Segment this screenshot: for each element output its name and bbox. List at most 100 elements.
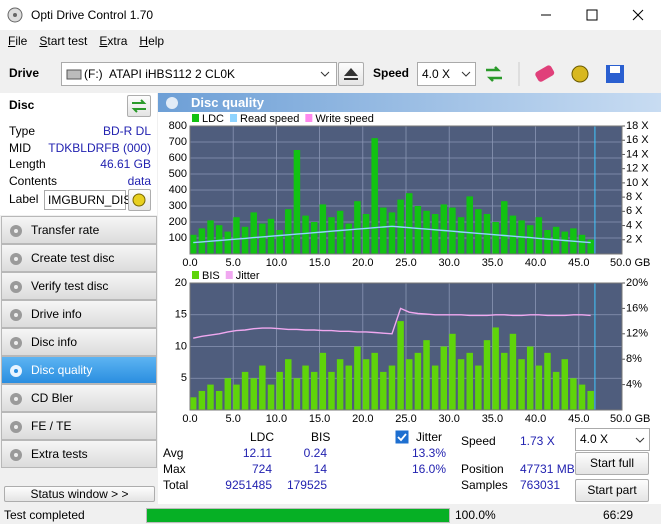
y2-tick-label: 16% [626, 302, 648, 314]
bar [190, 234, 197, 254]
menu-item[interactable]: Start test [39, 34, 88, 48]
menu-bar: File Start test Extra Help [8, 34, 176, 48]
bar [406, 193, 413, 254]
bar [492, 327, 499, 410]
bar [319, 352, 327, 410]
legend-label: LDC [202, 113, 224, 125]
bar [354, 201, 361, 254]
bar [388, 365, 396, 410]
bar [267, 384, 275, 410]
speed-label: Speed [373, 66, 410, 80]
line [193, 307, 591, 339]
y-tick-label: 200 [169, 216, 187, 228]
x-tick-label: 25.0 [395, 413, 416, 425]
bar [544, 230, 551, 254]
y-tick-label: 15 [175, 309, 187, 321]
menu-item[interactable]: Help [139, 34, 165, 48]
y2-tick-label: 20% [626, 277, 648, 289]
bar [380, 371, 387, 410]
bar [587, 390, 594, 410]
nav-button[interactable]: CD Bler [1, 384, 157, 412]
disc-key: MID [9, 140, 31, 155]
progress-label: 100.0% [455, 508, 496, 522]
window-title: Opti Drive Control 1.70 [31, 8, 154, 22]
bar [535, 217, 543, 254]
bar [198, 390, 206, 410]
legend-swatch [192, 114, 199, 122]
bar [241, 226, 249, 254]
x-tick-label: 50.0 GB [610, 257, 650, 269]
bar [302, 215, 309, 254]
progress-fill [147, 509, 449, 522]
nav-button[interactable]: Disc quality [1, 356, 157, 384]
bar [483, 340, 491, 410]
nav-button[interactable]: FE / TE [1, 412, 157, 440]
label-button[interactable] [128, 189, 151, 211]
refresh-button[interactable] [127, 95, 151, 117]
drive-select[interactable]: (F:) ATAPI iHBS112 2 CL0K [61, 62, 337, 86]
line [193, 225, 591, 244]
drive-name: ATAPI iHBS112 2 CL0K [109, 67, 236, 81]
label-field[interactable]: IMGBURN_DIS [44, 190, 131, 210]
speed-value: 1.73 X [520, 434, 555, 448]
x-tick-label: 20.0 [352, 257, 373, 269]
jitter-label: Jitter [416, 430, 443, 444]
legend-label: Read speed [240, 113, 299, 125]
nav-label: Verify test disc [31, 279, 109, 293]
bar [561, 359, 568, 410]
nav-button[interactable]: Transfer rate [1, 216, 157, 244]
bar [457, 217, 465, 254]
toolbar-icons[interactable] [482, 62, 632, 86]
bar [380, 207, 387, 254]
stats-row-label: Max [163, 462, 186, 476]
nav-button[interactable]: Create test disc [1, 244, 157, 272]
y-tick-label: 10 [175, 340, 187, 352]
menu-item[interactable]: Extra [99, 34, 128, 48]
menu-item[interactable]: File [8, 34, 28, 48]
disc-value: data [127, 173, 151, 188]
y-tick-label: 5 [181, 372, 187, 384]
eject-button[interactable] [338, 62, 364, 86]
y2-tick-label: 4 X [626, 219, 643, 231]
bar [526, 225, 534, 254]
stats-ldc: 12.11 [242, 446, 272, 460]
drive-letter: (F:) [84, 67, 103, 81]
stats-ldc: 9251485 [225, 478, 272, 492]
start-full-button[interactable]: Start full [575, 452, 649, 475]
start-part-button[interactable]: Start part [575, 479, 649, 502]
bar [345, 365, 352, 410]
nav-button[interactable]: Verify test disc [1, 272, 157, 300]
status-window-button[interactable]: Status window > > [4, 486, 155, 502]
bar [466, 196, 473, 254]
bar [431, 365, 439, 410]
speed-select[interactable]: 4.0 X [417, 62, 476, 86]
panel-title: Disc quality [191, 95, 264, 110]
nav-button[interactable]: Drive info [1, 300, 157, 328]
nav-button[interactable]: Extra tests [1, 440, 157, 468]
bar [552, 371, 560, 410]
jitter-checkbox[interactable] [395, 430, 409, 444]
x-tick-label: 30.0 [438, 413, 459, 425]
bar [362, 359, 370, 410]
disc-value: TDKBLDRFB (000) [48, 140, 151, 155]
x-tick-label: 45.0 [568, 413, 589, 425]
jitter-avg: 13.3% [412, 446, 447, 460]
x-tick-label: 5.0 [226, 257, 241, 269]
test-speed-select[interactable]: 4.0 X [575, 428, 650, 451]
x-tick-label: 35.0 [482, 257, 503, 269]
nav-label: FE / TE [31, 419, 72, 433]
x-tick-label: 35.0 [482, 413, 503, 425]
y2-tick-label: 4% [626, 379, 642, 391]
y2-tick-label: 12 X [626, 163, 649, 175]
drive-icon [66, 69, 82, 80]
nav-label: Disc info [31, 335, 78, 349]
window-controls[interactable] [530, 0, 661, 30]
bar [310, 222, 318, 254]
nav-button[interactable]: Disc info [1, 328, 157, 356]
x-tick-label: 30.0 [438, 257, 459, 269]
bar [293, 378, 301, 410]
disc-key: Type [9, 124, 36, 138]
bar [328, 217, 335, 254]
status-window-label: Status window > > [30, 487, 129, 501]
